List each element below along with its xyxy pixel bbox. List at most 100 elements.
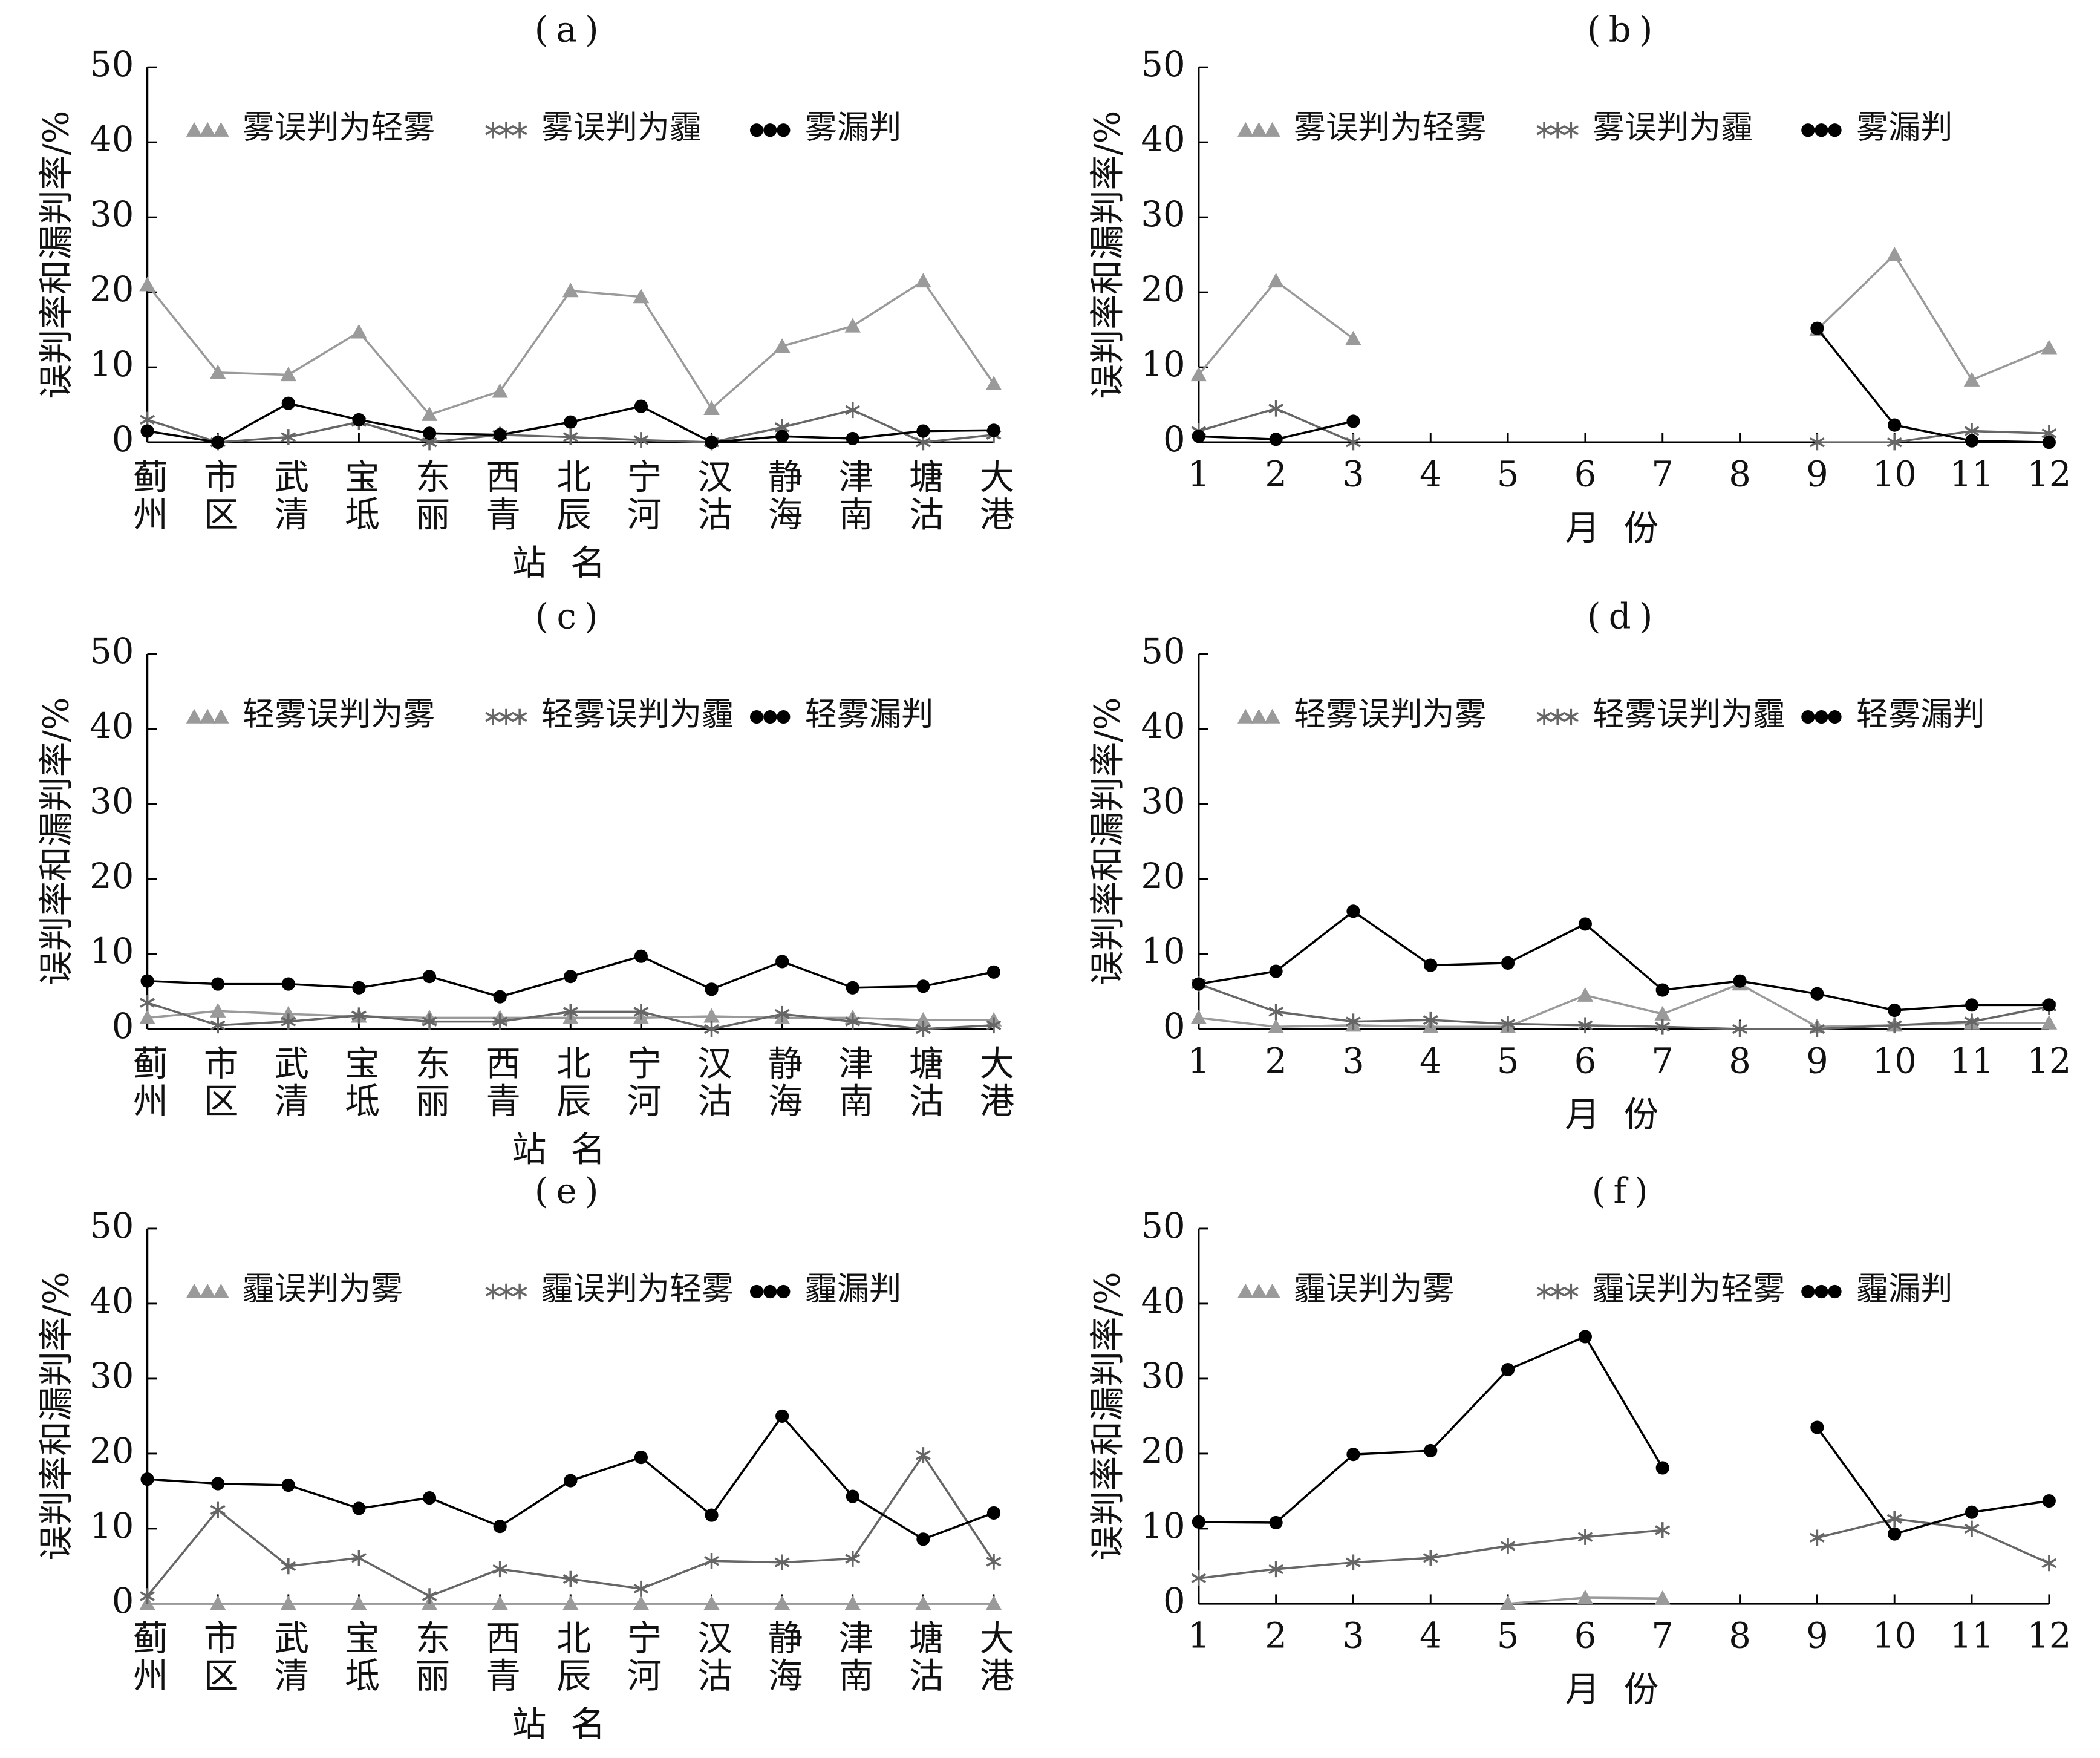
x-tick-label: 12 — [2027, 1041, 2071, 1082]
x-tick-label: 塘沽 — [903, 1045, 944, 1120]
data-point — [1965, 1505, 1979, 1519]
y-tick-label: 50 — [1141, 1206, 1185, 1246]
data-point — [1810, 987, 1824, 1001]
legend-marker — [199, 708, 216, 724]
legend-marker — [750, 710, 764, 724]
x-tick-label: 3 — [1342, 1041, 1365, 1082]
data-point — [1191, 1570, 1207, 1587]
data-point — [352, 413, 366, 427]
data-point — [140, 1472, 154, 1486]
data-point — [1346, 414, 1360, 428]
x-axis-label: 月份 — [1565, 1669, 1683, 1710]
chart-title: (d) — [1587, 596, 1661, 636]
data-point — [1888, 1527, 1902, 1541]
y-tick-label: 40 — [1141, 1281, 1185, 1321]
x-tick-label: 6 — [1574, 1616, 1597, 1656]
legend-label: 轻雾误判为霾 — [1593, 696, 1785, 733]
series-line — [1198, 982, 2050, 1030]
y-tick-label: 0 — [112, 1581, 134, 1621]
data-point — [1654, 1005, 1671, 1021]
y-tick-label: 40 — [90, 119, 134, 160]
x-tick-label: 12 — [2027, 1616, 2071, 1656]
data-point — [562, 1595, 579, 1610]
x-tick-label: 宁河 — [621, 459, 661, 534]
data-point — [2041, 1015, 2058, 1030]
legend-marker — [1815, 1284, 1828, 1299]
data-point — [209, 364, 226, 379]
x-axis-label: 站名 — [512, 543, 630, 583]
series-line — [1198, 1335, 2050, 1535]
data-point — [1268, 273, 1284, 288]
x-tick-label: 北辰 — [550, 459, 591, 534]
data-point — [1268, 1561, 1284, 1578]
legend-label: 轻雾误判为雾 — [1294, 696, 1487, 733]
data-point — [351, 324, 367, 339]
data-point — [564, 415, 578, 429]
data-point — [775, 955, 789, 969]
data-point — [352, 981, 366, 995]
series-line — [1198, 253, 2050, 382]
x-tick-label: 4 — [1420, 1616, 1442, 1656]
data-point — [281, 1478, 295, 1492]
x-tick-label: 2 — [1265, 1616, 1287, 1656]
y-tick-label: 10 — [1141, 931, 1185, 972]
legend-marker — [1550, 1283, 1565, 1300]
x-tick-label: 汉沽 — [691, 1045, 732, 1120]
chart-title: (f) — [1592, 1171, 1656, 1211]
legend-label: 霾漏判 — [1856, 1270, 1952, 1308]
data-point — [846, 981, 859, 995]
data-point — [774, 1005, 790, 1022]
x-tick-label: 宝坻 — [339, 459, 379, 534]
legend-marker — [1251, 122, 1267, 137]
legend-marker — [1536, 1283, 1552, 1300]
data-point — [281, 977, 295, 991]
x-tick-label: 5 — [1497, 454, 1519, 495]
legend-marker — [186, 1283, 203, 1298]
legend-marker — [777, 123, 791, 137]
data-point — [703, 400, 720, 415]
data-point — [846, 431, 859, 446]
x-tick-label: 1 — [1187, 1041, 1210, 1082]
legend-label: 轻雾误判为雾 — [243, 696, 435, 733]
data-point — [1501, 1362, 1515, 1377]
x-tick-label: 6 — [1574, 1041, 1597, 1082]
legend-label: 轻雾漏判 — [805, 696, 934, 733]
x-tick-label: 12 — [2027, 454, 2071, 495]
data-point — [1499, 1595, 1516, 1610]
data-point — [1190, 367, 1207, 382]
x-tick-label: 市区 — [198, 1045, 238, 1120]
legend-marker — [485, 708, 501, 725]
x-tick-label: 蓟州 — [127, 1045, 168, 1120]
data-point — [775, 1409, 789, 1423]
data-point — [845, 402, 861, 419]
x-tick-label: 7 — [1651, 1616, 1674, 1656]
data-point — [844, 1595, 861, 1610]
data-point — [774, 1595, 791, 1610]
data-point — [139, 276, 155, 292]
data-point — [1268, 1004, 1284, 1020]
y-tick-label: 30 — [90, 1356, 134, 1396]
data-point — [140, 424, 154, 438]
legend-marker — [777, 1284, 791, 1299]
data-point — [1192, 1515, 1205, 1529]
data-point — [562, 1004, 578, 1020]
legend-marker — [1563, 1283, 1579, 1300]
data-point — [422, 1491, 437, 1505]
data-point — [634, 949, 648, 963]
legend-marker — [1264, 708, 1280, 724]
legend-marker — [750, 123, 764, 137]
legend-marker — [1264, 1283, 1280, 1298]
x-tick-label: 武清 — [268, 1620, 308, 1695]
x-tick-label: 武清 — [268, 459, 308, 534]
y-tick-label: 0 — [1163, 1006, 1185, 1047]
data-point — [210, 1501, 226, 1518]
data-point — [1886, 1511, 1902, 1528]
legend-marker — [1238, 708, 1254, 724]
legend-marker — [763, 1284, 777, 1299]
y-tick-label: 20 — [1141, 1431, 1185, 1471]
legend-marker — [1251, 1283, 1267, 1298]
x-tick-label: 9 — [1806, 1041, 1828, 1082]
data-point — [986, 1506, 1001, 1520]
x-tick-label: 北辰 — [550, 1045, 591, 1120]
x-axis-label: 站名 — [512, 1129, 630, 1170]
